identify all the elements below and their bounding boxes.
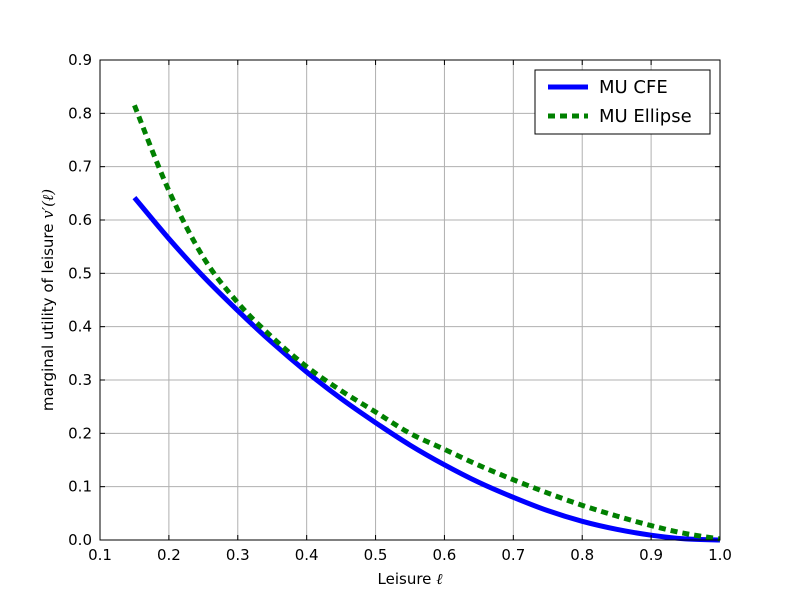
plot-frame <box>99 59 721 541</box>
grid <box>99 59 721 541</box>
legend-label-mu-ellipse: MU Ellipse <box>599 106 692 127</box>
y-axis-label: marginal utility of leisure v′(ℓ) <box>39 189 57 411</box>
x-tick-label: 0.4 <box>295 546 319 564</box>
y-tick-label: 0.7 <box>68 158 92 176</box>
y-tick-label: 0.0 <box>68 531 92 549</box>
legend-label-mu-cfe: MU CFE <box>599 77 668 98</box>
x-tick-label: 0.9 <box>639 546 663 564</box>
legend: MU CFE MU Ellipse <box>534 69 711 135</box>
y-tick-label: 0.9 <box>68 51 92 69</box>
x-tick-label: 0.5 <box>364 546 388 564</box>
x-tick-label: 0.6 <box>433 546 457 564</box>
y-tick-label: 0.6 <box>68 211 92 229</box>
y-tick-label: 0.3 <box>68 371 92 389</box>
x-axis-label-text: Leisure <box>378 570 432 588</box>
y-tick-label: 0.5 <box>68 264 92 282</box>
y-axis-label-text: marginal utility of leisure <box>39 224 57 412</box>
x-tick-label: 0.2 <box>157 546 181 564</box>
legend-box <box>534 69 711 135</box>
y-tick-label: 0.2 <box>68 424 92 442</box>
ticks: 0.1 0.2 0.3 0.4 0.5 0.6 0.7 0.8 0.9 1.00.00.10.20… <box>68 51 732 564</box>
x-tick-label: 0.3 <box>226 546 250 564</box>
y-tick-label: 0.4 <box>68 318 92 336</box>
plot-background <box>100 60 720 540</box>
x-tick-label: 0.1 <box>88 546 112 564</box>
x-axis-label: Leisure ℓ <box>378 570 443 588</box>
x-tick-label: 0.8 <box>570 546 594 564</box>
series-layer <box>132 104 721 543</box>
x-tick-label: 0.7 <box>501 546 525 564</box>
x-axis-label-symbol: ℓ <box>436 570 442 588</box>
series-line-mu-cfe <box>132 195 721 543</box>
series-line-mu-ellipse <box>132 104 721 542</box>
x-tick-label: 1.0 <box>708 546 732 564</box>
y-tick-label: 0.1 <box>68 478 92 496</box>
y-axis-label-symbol: v′(ℓ) <box>39 189 57 219</box>
y-tick-label: 0.8 <box>68 104 92 122</box>
